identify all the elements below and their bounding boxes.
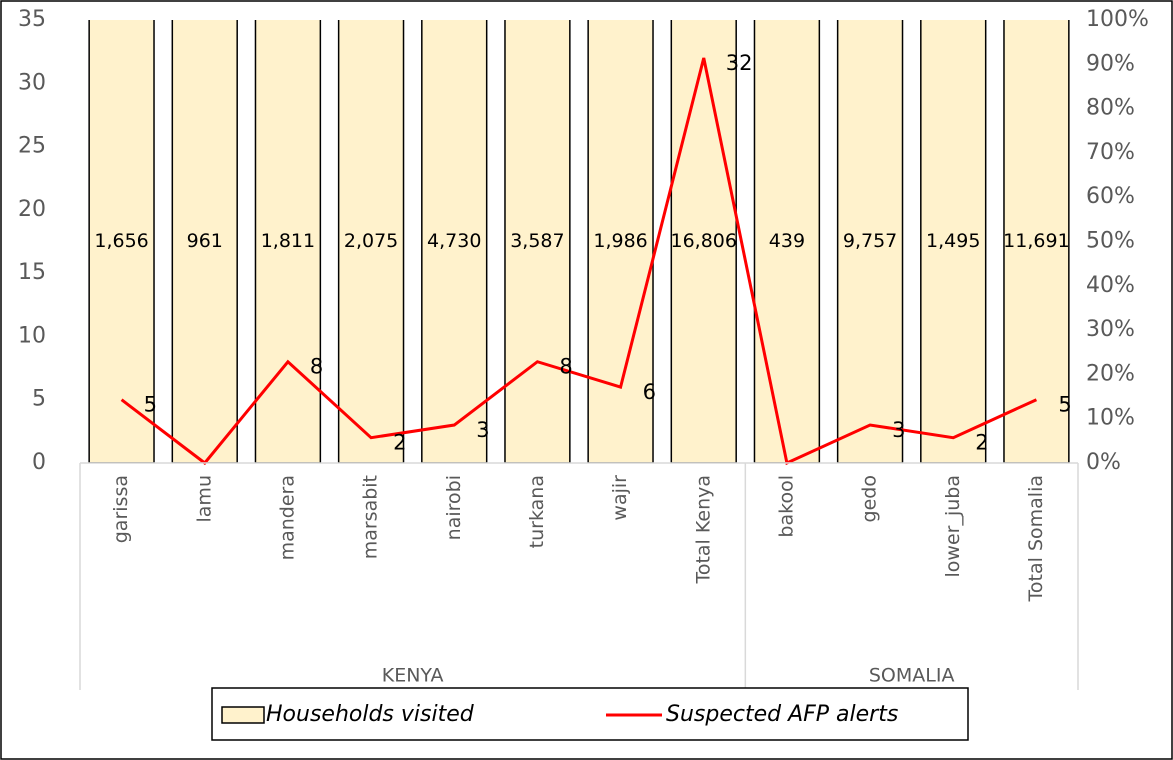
group-label: KENYA — [382, 665, 444, 687]
bar-label: 2,075 — [344, 230, 398, 252]
x-tick-label: lamu — [193, 475, 215, 522]
x-tick-label: garissa — [110, 475, 132, 543]
y-tick-label: 25 — [18, 134, 46, 159]
bar — [1003, 20, 1070, 463]
bar — [587, 20, 654, 463]
y2-tick-label: 20% — [1086, 361, 1135, 386]
x-tick-label: Total Kenya — [692, 475, 714, 585]
bar-label: 1,495 — [926, 230, 980, 252]
line — [120, 57, 1038, 466]
line-label: 6 — [643, 380, 656, 404]
bar-label: 1,656 — [94, 230, 148, 252]
line-label: 8 — [559, 355, 572, 379]
line-label: 2 — [975, 431, 988, 455]
x-tick-label: wajir — [609, 475, 631, 521]
y2-tick-label: 90% — [1086, 51, 1135, 76]
bar — [920, 20, 987, 463]
line-label: 3 — [892, 418, 905, 442]
x-tick-label: lower_juba — [942, 475, 964, 577]
bar-label: 3,587 — [510, 230, 564, 252]
group-label: SOMALIA — [869, 665, 955, 687]
y2-tick-label: 0% — [1086, 450, 1121, 475]
bar-label: 1,811 — [261, 230, 315, 252]
x-tick-label: marsabit — [360, 475, 382, 559]
bar — [337, 20, 405, 463]
y2-tick-label: 30% — [1086, 317, 1135, 342]
y-tick-label: 35 — [18, 7, 46, 32]
bar-label: 439 — [769, 230, 805, 252]
bar-label: 9,757 — [843, 230, 897, 252]
x-tick-label: bakool — [775, 475, 797, 538]
y2-tick-label: 40% — [1086, 273, 1135, 298]
bar — [836, 20, 904, 463]
x-tick-label: turkana — [526, 475, 548, 548]
y2-tick-label: 80% — [1086, 96, 1135, 121]
line-label: 32 — [726, 51, 753, 75]
y-tick-label: 30 — [18, 70, 46, 95]
bar-label: 961 — [187, 230, 223, 252]
x-tick-label: Total Somalia — [1025, 475, 1047, 602]
x-tick-label: gedo — [859, 475, 881, 522]
y-tick-label: 0 — [32, 450, 46, 475]
y2-tick-label: 100% — [1086, 7, 1149, 32]
bar — [421, 20, 488, 463]
legend-label: Suspected AFP alerts — [666, 702, 898, 727]
bar — [753, 20, 821, 463]
legend-box — [211, 687, 969, 741]
line-label: 8 — [310, 355, 323, 379]
line-label: 2 — [393, 431, 406, 455]
bar-label: 4,730 — [427, 230, 481, 252]
legend-label: Households visited — [266, 702, 475, 727]
y-tick-label: 10 — [18, 323, 46, 348]
bar — [171, 20, 238, 463]
y2-tick-label: 10% — [1086, 406, 1135, 431]
bar-label: 1,986 — [593, 230, 647, 252]
bar — [88, 20, 155, 463]
x-tick-label: nairobi — [443, 475, 465, 540]
bar-label: 11,691 — [1003, 230, 1069, 252]
y-tick-label: 20 — [18, 197, 46, 222]
y-tick-label: 15 — [18, 260, 46, 285]
bar — [670, 20, 737, 463]
y2-tick-label: 70% — [1086, 140, 1135, 165]
line-label: 5 — [1058, 393, 1071, 417]
x-tick-label: mandera — [276, 475, 298, 560]
legend-swatch — [221, 706, 265, 724]
bar-label: 16,806 — [671, 230, 737, 252]
y2-tick-label: 60% — [1086, 184, 1135, 209]
line-label: 5 — [144, 393, 157, 417]
line-label: 3 — [476, 418, 489, 442]
bar — [504, 20, 571, 463]
y2-tick-label: 50% — [1086, 229, 1135, 254]
y-tick-label: 5 — [32, 387, 46, 412]
